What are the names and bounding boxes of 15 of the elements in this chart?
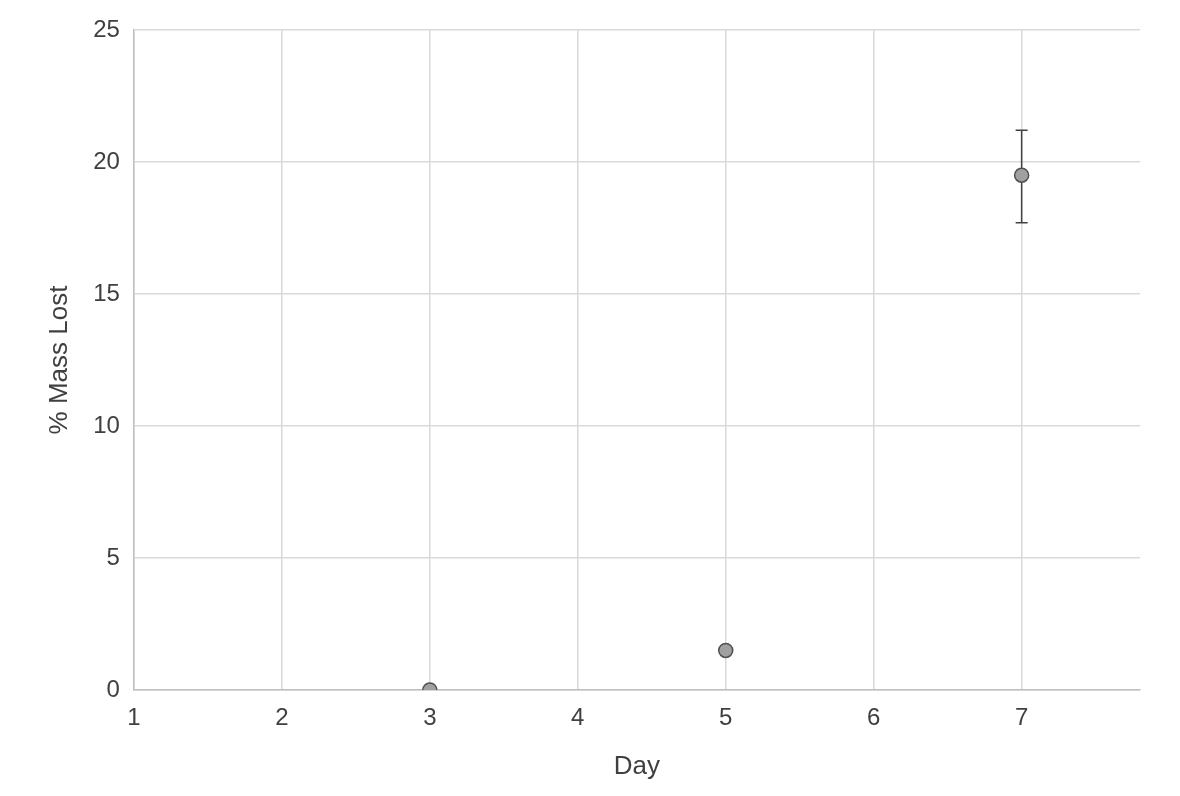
x-axis-title: Day	[613, 749, 661, 780]
y-tick-label: 20	[93, 146, 120, 174]
x-tick-label: 5	[719, 703, 733, 731]
x-tick-label: 3	[423, 703, 437, 731]
y-tick-label: 15	[93, 278, 120, 306]
y-tick-label: 25	[93, 14, 120, 42]
y-tick-label: 10	[93, 410, 120, 438]
x-tick-label: 1	[127, 703, 141, 731]
y-tick-label: 0	[106, 674, 120, 702]
x-tick-label: 2	[275, 703, 289, 731]
x-tick-label: 6	[867, 703, 881, 731]
x-tick-label: 4	[571, 703, 585, 731]
x-tick-label: 7	[1014, 703, 1029, 731]
y-axis-title: % Mass Lost	[42, 284, 73, 435]
y-tick-label: 5	[106, 542, 120, 570]
